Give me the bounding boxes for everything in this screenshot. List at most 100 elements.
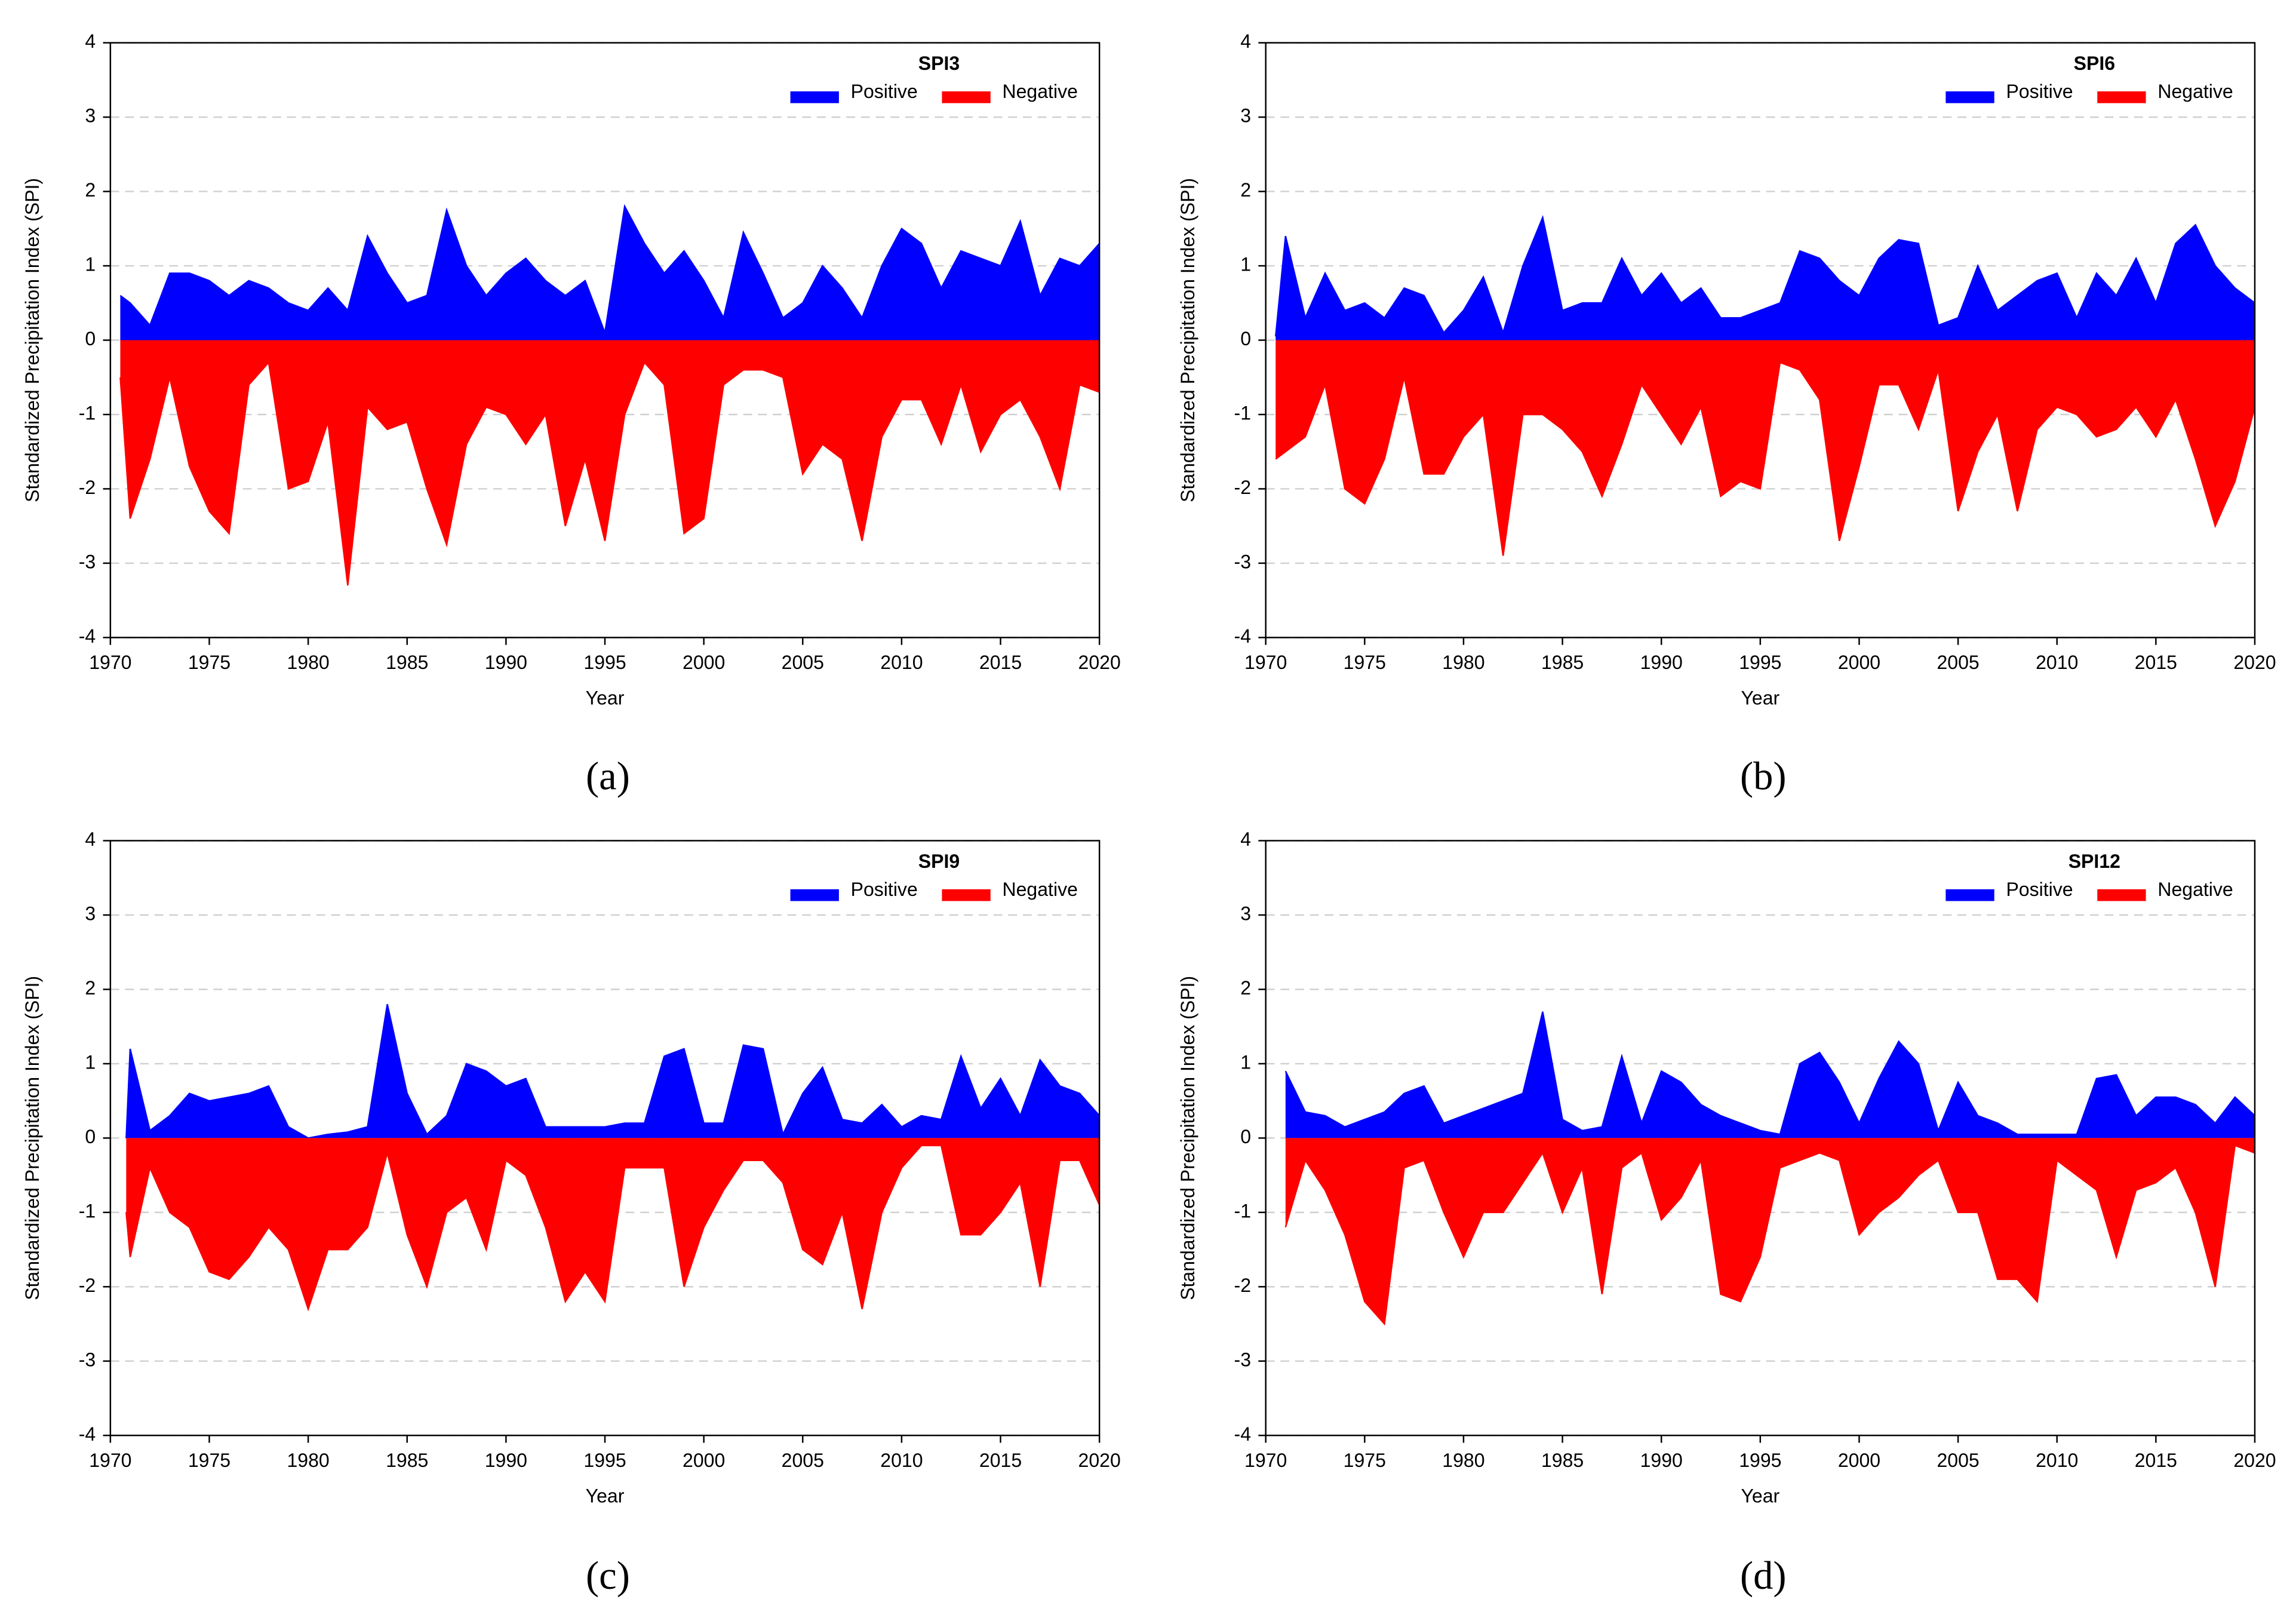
legend-swatch bbox=[942, 91, 991, 103]
legend-swatch bbox=[2097, 889, 2146, 901]
legend-title: SPI12 bbox=[2068, 851, 2120, 872]
x-tick-label: 1975 bbox=[188, 1450, 230, 1471]
chart-panel: -4 -3 -2 -1 0 1 2 3 4 1970 1975 1980 1985 1990 1995 200… bbox=[21, 30, 1121, 799]
legend-swatch bbox=[942, 889, 991, 901]
legend-label: Negative bbox=[1002, 879, 1077, 900]
y-tick-label: 0 bbox=[85, 1126, 96, 1147]
legend-swatch bbox=[1945, 91, 1994, 103]
x-tick-label: 2000 bbox=[683, 652, 725, 673]
area-fill bbox=[1275, 340, 2255, 556]
y-tick-label: -3 bbox=[79, 1349, 96, 1370]
area-edge bbox=[1284, 1011, 2255, 1135]
x-tick-label: 2005 bbox=[782, 1450, 824, 1471]
x-tick-label: 2000 bbox=[1838, 652, 1880, 673]
legend-label: Positive bbox=[851, 81, 918, 102]
x-tick-label: 1980 bbox=[287, 1450, 329, 1471]
x-axis-label: Year bbox=[586, 687, 625, 708]
y-tick-label: 3 bbox=[85, 105, 96, 127]
y-tick-label: -3 bbox=[1234, 1349, 1251, 1370]
x-tick-label: 1975 bbox=[1344, 652, 1386, 673]
area-edge bbox=[1275, 361, 2256, 556]
y-tick-label: 1 bbox=[1240, 1051, 1251, 1073]
y-tick-label: 0 bbox=[1240, 328, 1251, 349]
y-tick-label: 3 bbox=[85, 902, 96, 924]
y-tick-label: 2 bbox=[85, 977, 96, 999]
x-tick-label: 2020 bbox=[2233, 652, 2276, 673]
x-tick-label: 2000 bbox=[1838, 1450, 1880, 1471]
x-tick-label: 1970 bbox=[1244, 652, 1287, 673]
area-edge bbox=[119, 361, 1100, 586]
area-edge bbox=[125, 1144, 1101, 1312]
x-tick-label: 1975 bbox=[188, 652, 230, 673]
x-tick-label: 1995 bbox=[1739, 652, 1781, 673]
chart-panel: -4 -3 -2 -1 0 1 2 3 4 1970 1975 1980 1985 1990 1995 200… bbox=[1177, 30, 2276, 799]
x-tick-label: 1990 bbox=[485, 652, 527, 673]
legend-label: Positive bbox=[851, 879, 918, 900]
legend-label: Negative bbox=[2157, 879, 2233, 900]
x-tick-label: 1985 bbox=[1541, 1450, 1584, 1471]
y-tick-label: 1 bbox=[1240, 254, 1251, 275]
chart-panel: -4 -3 -2 -1 0 1 2 3 4 1970 1975 1980 1985 1990 1995 200… bbox=[21, 828, 1121, 1598]
area-fill bbox=[120, 206, 1100, 340]
area-edge bbox=[119, 204, 1101, 336]
y-tick-label: -2 bbox=[79, 1275, 96, 1296]
y-tick-label: -4 bbox=[1234, 1423, 1251, 1445]
y-tick-label: 0 bbox=[85, 328, 96, 349]
x-tick-label: 1980 bbox=[1442, 652, 1484, 673]
x-tick-label: 1990 bbox=[485, 1450, 527, 1471]
x-tick-label: 1970 bbox=[89, 1450, 131, 1471]
area-fill bbox=[1285, 1011, 2255, 1138]
y-tick-label: 4 bbox=[1240, 828, 1251, 850]
y-tick-label: -3 bbox=[1234, 551, 1251, 572]
plot-frame bbox=[1265, 42, 2256, 638]
x-tick-label: 1980 bbox=[1442, 1450, 1484, 1471]
area-fill bbox=[1285, 1138, 2255, 1324]
y-tick-label: 2 bbox=[85, 179, 96, 201]
y-tick-label: 4 bbox=[85, 828, 96, 850]
y-tick-label: 0 bbox=[1240, 1126, 1251, 1147]
x-axis-label: Year bbox=[1741, 687, 1779, 708]
chart-panel: -4 -3 -2 -1 0 1 2 3 4 1970 1975 1980 1985 1990 1995 200… bbox=[1177, 828, 2276, 1598]
legend-label: Positive bbox=[2006, 879, 2073, 900]
area-fill bbox=[126, 1004, 1100, 1138]
x-tick-label: 1970 bbox=[89, 652, 131, 673]
y-axis-label: Standardized Precipitation Index (SPI) bbox=[1177, 178, 1198, 502]
x-tick-label: 2010 bbox=[2036, 652, 2078, 673]
x-tick-label: 2005 bbox=[782, 652, 824, 673]
x-tick-label: 2010 bbox=[880, 652, 923, 673]
x-tick-label: 2015 bbox=[979, 1450, 1022, 1471]
area-fill bbox=[1275, 217, 2255, 340]
y-tick-label: -2 bbox=[1234, 477, 1251, 498]
x-tick-label: 2015 bbox=[2135, 1450, 2177, 1471]
x-tick-label: 2000 bbox=[683, 1450, 725, 1471]
x-tick-label: 1980 bbox=[287, 652, 329, 673]
x-tick-label: 2005 bbox=[1937, 652, 1979, 673]
x-tick-label: 2015 bbox=[2135, 652, 2177, 673]
y-axis-label: Standardized Precipitation Index (SPI) bbox=[1177, 976, 1198, 1300]
legend-swatch bbox=[1945, 889, 1994, 901]
y-tick-label: -1 bbox=[1234, 1200, 1251, 1221]
legend-swatch bbox=[2097, 91, 2146, 103]
panel-label: (c) bbox=[586, 1554, 630, 1598]
x-tick-label: 1985 bbox=[1541, 652, 1584, 673]
y-tick-label: 2 bbox=[1240, 179, 1251, 201]
legend-label: Positive bbox=[2006, 81, 2073, 102]
y-tick-label: -2 bbox=[79, 477, 96, 498]
area-edge bbox=[1284, 1144, 2255, 1326]
y-tick-label: 3 bbox=[1240, 902, 1251, 924]
y-tick-label: 4 bbox=[1240, 30, 1251, 52]
y-tick-label: -1 bbox=[79, 1200, 96, 1221]
y-tick-label: -1 bbox=[1234, 402, 1251, 423]
legend-label: Negative bbox=[1002, 81, 1077, 102]
panel-label: (a) bbox=[586, 755, 630, 799]
x-tick-label: 2020 bbox=[1078, 652, 1121, 673]
y-tick-label: -4 bbox=[1234, 625, 1251, 647]
legend-swatch bbox=[790, 889, 839, 901]
plot-frame bbox=[109, 42, 1101, 638]
y-tick-label: 4 bbox=[85, 30, 96, 52]
legend-title: SPI3 bbox=[918, 53, 960, 74]
legend-swatch bbox=[790, 91, 839, 103]
x-tick-label: 2020 bbox=[2233, 1450, 2276, 1471]
